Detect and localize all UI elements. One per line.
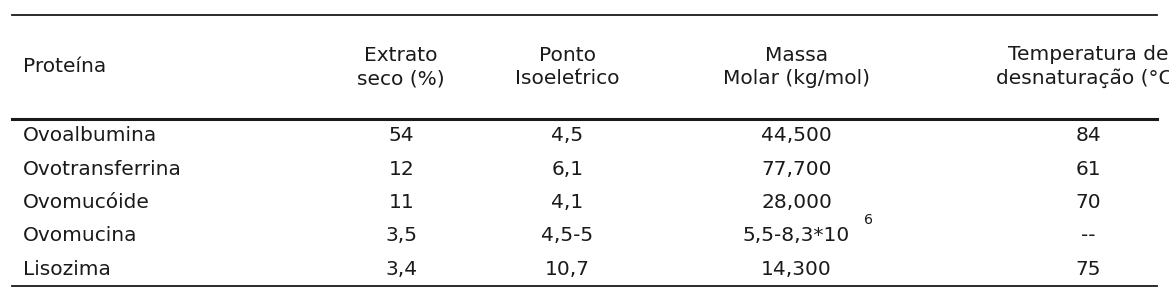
Text: 44,500: 44,500 — [761, 126, 832, 145]
Text: Ovomucina: Ovomucina — [23, 226, 138, 245]
Text: 12: 12 — [388, 160, 414, 178]
Text: 4,5-5: 4,5-5 — [541, 226, 594, 245]
Text: 75: 75 — [1075, 260, 1101, 279]
Text: Ponto
Isoelet́rico: Ponto Isoelet́rico — [516, 46, 620, 88]
Text: Lisozima: Lisozima — [23, 260, 111, 279]
Text: --: -- — [1081, 226, 1095, 245]
Text: 54: 54 — [388, 126, 414, 145]
Text: 6: 6 — [864, 213, 873, 227]
Text: 84: 84 — [1075, 126, 1101, 145]
Text: 77,700: 77,700 — [761, 160, 831, 178]
Text: Temperatura de
desnaturação (°C): Temperatura de desnaturação (°C) — [996, 45, 1169, 89]
Text: 4,1: 4,1 — [552, 193, 583, 212]
Text: 5,5-8,3*10: 5,5-8,3*10 — [742, 226, 850, 245]
Text: 6,1: 6,1 — [552, 160, 583, 178]
Text: 61: 61 — [1075, 160, 1101, 178]
Text: 4,5: 4,5 — [552, 126, 583, 145]
Text: 28,000: 28,000 — [761, 193, 832, 212]
Text: 11: 11 — [388, 193, 414, 212]
Text: Ovotransferrina: Ovotransferrina — [23, 160, 182, 178]
Text: 10,7: 10,7 — [545, 260, 590, 279]
Text: 3,5: 3,5 — [386, 226, 417, 245]
Text: Ovomucóide: Ovomucóide — [23, 193, 150, 212]
Text: Massa
Molar (kg/mol): Massa Molar (kg/mol) — [722, 46, 870, 88]
Text: Proteína: Proteína — [23, 57, 106, 76]
Text: 14,300: 14,300 — [761, 260, 832, 279]
Text: 70: 70 — [1075, 193, 1101, 212]
Text: Ovoalbumina: Ovoalbumina — [23, 126, 158, 145]
Text: 3,4: 3,4 — [385, 260, 417, 279]
Text: Extrato
seco (%): Extrato seco (%) — [358, 46, 445, 88]
